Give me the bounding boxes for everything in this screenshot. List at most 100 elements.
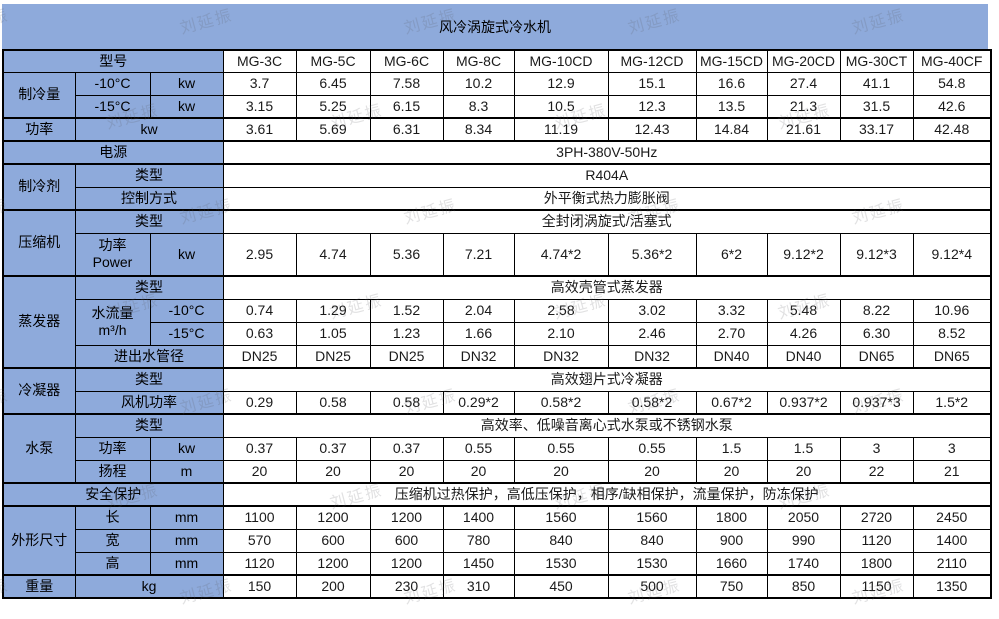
row-pump-power: 功率 kw 0.37 0.37 0.37 0.55 0.55 0.55 1.5 1.5 3 3 bbox=[3, 436, 992, 461]
value-cell: 1120 bbox=[222, 551, 297, 576]
value-cell: 8.52 bbox=[912, 321, 992, 346]
value-cell: 1400 bbox=[912, 528, 992, 553]
value-cell: 0.74 bbox=[222, 298, 297, 323]
value-cell: 2720 bbox=[839, 505, 914, 530]
value-cell: 11.19 bbox=[513, 117, 609, 142]
value-cell: DN40 bbox=[695, 344, 768, 369]
value-cell: 750 bbox=[695, 574, 768, 599]
value-cell: 20 bbox=[607, 459, 697, 484]
row-evaporator-type: 蒸发器 类型 高效壳管式蒸发器 bbox=[2, 275, 992, 369]
value-cell: 31.5 bbox=[839, 94, 914, 119]
row-pump-type: 水泵 类型 高效率、低噪音离心式水泵或不锈钢水泵 bbox=[2, 413, 992, 484]
value-cell: 1150 bbox=[839, 574, 914, 599]
row-refrigerant-control: 控制方式 外平衡式热力膨胀阀 bbox=[3, 186, 992, 211]
value-cell: 0.37 bbox=[295, 436, 371, 461]
value-cell: 500 bbox=[607, 574, 697, 599]
value-cell: 5.36*2 bbox=[607, 232, 697, 277]
sub-label: 水流量 m³/h bbox=[74, 298, 151, 346]
value-cell: 1.05 bbox=[295, 321, 371, 346]
sub-label: 进出水管径 bbox=[74, 344, 224, 369]
value-cell: 840 bbox=[607, 528, 697, 553]
value-cell: 9.12*4 bbox=[912, 232, 992, 277]
value-cell: 1530 bbox=[607, 551, 697, 576]
value-cell: 0.55 bbox=[513, 436, 609, 461]
value-cell: 200 bbox=[295, 574, 371, 599]
value-cell: 4.74*2 bbox=[513, 232, 609, 277]
value-cell: 5.48 bbox=[766, 298, 841, 323]
value-cell: 0.63 bbox=[222, 321, 297, 346]
value-cell: 2050 bbox=[766, 505, 841, 530]
value-cell: DN40 bbox=[766, 344, 841, 369]
value-cell: 2.04 bbox=[442, 298, 515, 323]
row-power-supply: 电源 3PH-380V-50Hz bbox=[2, 140, 992, 165]
value-cell: 450 bbox=[513, 574, 609, 599]
value-cell: 27.4 bbox=[766, 71, 841, 96]
span-value: 压缩机过热保护，高低压保护，相序/缺相保护，流量保护，防冻保护 bbox=[222, 482, 992, 507]
unit-label: kg bbox=[74, 574, 224, 599]
model-name: MG-10CD bbox=[513, 49, 609, 73]
value-cell: 5.36 bbox=[369, 232, 444, 277]
value-cell: 12.43 bbox=[607, 117, 697, 142]
value-cell: 3.15 bbox=[222, 94, 297, 119]
spec-table-body: 型号 MG-3C MG-5C MG-6C MG-8C MG-10CD MG-12CD MG-1… bbox=[2, 49, 992, 599]
value-cell: 9.12*3 bbox=[839, 232, 914, 277]
value-cell: 0.37 bbox=[222, 436, 297, 461]
value-cell: 570 bbox=[222, 528, 297, 553]
value-cell: 1400 bbox=[442, 505, 515, 530]
value-cell: DN65 bbox=[912, 344, 992, 369]
value-cell: 3.32 bbox=[695, 298, 768, 323]
value-cell: 850 bbox=[766, 574, 841, 599]
value-cell: 1.66 bbox=[442, 321, 515, 346]
unit-label: -10°C bbox=[149, 298, 224, 323]
value-cell: 7.58 bbox=[369, 71, 444, 96]
value-cell: 12.3 bbox=[607, 94, 697, 119]
value-cell: 20 bbox=[695, 459, 768, 484]
row-compressor-type: 压缩机 类型 全封闭涡旋式/活塞式 bbox=[2, 209, 992, 277]
value-cell: 230 bbox=[369, 574, 444, 599]
value-cell: 2.10 bbox=[513, 321, 609, 346]
value-cell: 8.3 bbox=[442, 94, 515, 119]
value-cell: 14.84 bbox=[695, 117, 768, 142]
value-cell: 20 bbox=[442, 459, 515, 484]
value-cell: 1.52 bbox=[369, 298, 444, 323]
sub-label: 类型 bbox=[74, 163, 224, 188]
row-label: 外形尺寸 bbox=[2, 505, 76, 576]
value-cell: 7.21 bbox=[442, 232, 515, 277]
value-cell: 0.37 bbox=[369, 436, 444, 461]
value-cell: 2110 bbox=[912, 551, 992, 576]
value-cell: 42.6 bbox=[912, 94, 992, 119]
row-label: 功率 bbox=[2, 117, 76, 142]
value-cell: 1740 bbox=[766, 551, 841, 576]
value-cell: 2.58 bbox=[513, 298, 609, 323]
row-condenser-type: 冷凝器 类型 高效翅片式冷凝器 bbox=[2, 367, 992, 415]
unit-label: kw bbox=[74, 117, 224, 142]
value-cell: 8.22 bbox=[839, 298, 914, 323]
span-value: 高效率、低噪音离心式水泵或不锈钢水泵 bbox=[222, 413, 992, 438]
value-cell: DN32 bbox=[513, 344, 609, 369]
value-cell: 1800 bbox=[839, 551, 914, 576]
value-cell: 3.61 bbox=[222, 117, 297, 142]
value-cell: 21.3 bbox=[766, 94, 841, 119]
value-cell: 0.58 bbox=[295, 390, 371, 415]
value-cell: 1.29 bbox=[295, 298, 371, 323]
value-cell: 22 bbox=[839, 459, 914, 484]
value-cell: 6*2 bbox=[695, 232, 768, 277]
value-cell: 20 bbox=[222, 459, 297, 484]
value-cell: DN32 bbox=[442, 344, 515, 369]
value-cell: 9.12*2 bbox=[766, 232, 841, 277]
value-cell: 310 bbox=[442, 574, 515, 599]
value-cell: 6.45 bbox=[295, 71, 371, 96]
value-cell: 0.58*2 bbox=[513, 390, 609, 415]
value-cell: 16.6 bbox=[695, 71, 768, 96]
value-cell: DN65 bbox=[839, 344, 914, 369]
value-cell: 0.29*2 bbox=[442, 390, 515, 415]
sub-label: 风机功率 bbox=[74, 390, 224, 415]
row-label: 电源 bbox=[2, 140, 224, 165]
value-cell: 990 bbox=[766, 528, 841, 553]
sub-label: 功率 Power bbox=[74, 232, 151, 277]
value-cell: 21.61 bbox=[766, 117, 841, 142]
value-cell: 5.69 bbox=[295, 117, 371, 142]
table-title: 风冷涡旋式冷水机 bbox=[2, 4, 988, 49]
value-cell: 20 bbox=[513, 459, 609, 484]
